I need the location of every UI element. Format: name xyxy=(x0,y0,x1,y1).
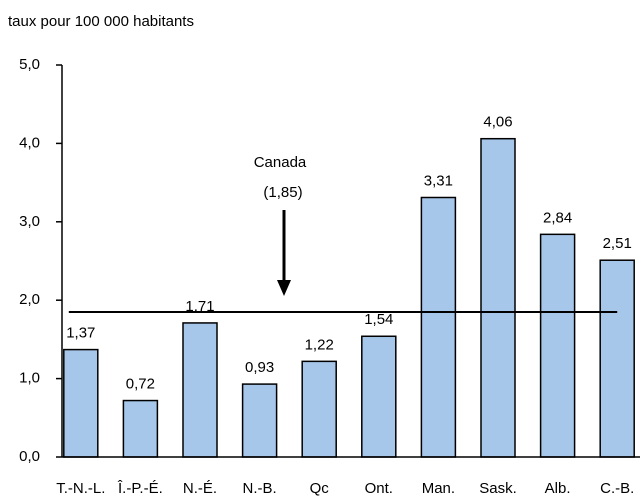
bar xyxy=(599,259,635,458)
x-tick-label: Alb. xyxy=(545,480,571,497)
data-label: 0,72 xyxy=(126,376,155,393)
y-tick-label: 1,0 xyxy=(19,370,40,387)
data-label: 1,54 xyxy=(364,311,393,328)
arrow-head xyxy=(277,280,291,296)
y-axis-title: taux pour 100 000 habitants xyxy=(8,13,194,30)
bar xyxy=(301,360,337,458)
data-label: 3,31 xyxy=(424,172,453,189)
data-label: 2,51 xyxy=(603,235,632,252)
x-tick-label: T.-N.-L. xyxy=(56,480,105,497)
y-tick-label: 3,0 xyxy=(19,213,40,230)
x-tick-label: Qc xyxy=(310,480,330,497)
bar xyxy=(241,383,278,458)
reference-value-label: (1,85) xyxy=(263,184,302,201)
data-label: 0,93 xyxy=(245,359,274,376)
y-tick-label: 0,0 xyxy=(19,448,40,465)
x-tick-label: Sask. xyxy=(479,480,517,497)
data-label: 4,06 xyxy=(483,114,512,131)
y-tick-label: 5,0 xyxy=(19,56,40,73)
bar xyxy=(480,137,516,458)
x-tick-label: C.-B. xyxy=(600,480,634,497)
x-tick-label: N.-É. xyxy=(183,480,217,497)
bar xyxy=(361,335,397,458)
reference-label: Canada xyxy=(254,154,307,171)
x-tick-label: Ont. xyxy=(365,480,393,497)
data-label: 1,71 xyxy=(185,298,214,315)
bar xyxy=(182,322,218,458)
x-tick-label: Man. xyxy=(422,480,455,497)
bar xyxy=(539,233,576,458)
y-tick-label: 2,0 xyxy=(19,291,40,308)
bar xyxy=(420,196,457,458)
data-label: 2,84 xyxy=(543,209,572,226)
bar xyxy=(122,399,159,458)
data-label: 1,37 xyxy=(66,325,95,342)
bar xyxy=(63,348,99,458)
x-tick-label: N.-B. xyxy=(243,480,277,497)
y-tick-label: 4,0 xyxy=(19,134,40,151)
x-tick-label: Î.-P.-É. xyxy=(117,480,163,497)
data-label: 1,22 xyxy=(305,336,334,353)
